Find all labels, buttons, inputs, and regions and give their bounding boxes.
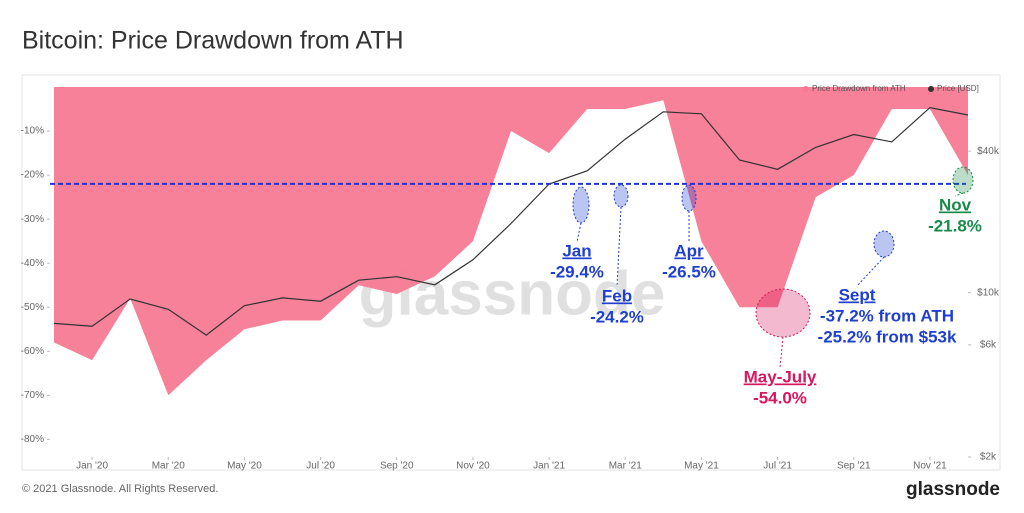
- annotation-label: May-July: [744, 367, 817, 386]
- y-tick-label: -20%: [21, 170, 44, 181]
- annotation-marker: [952, 166, 974, 194]
- annotation-value: -37.2% from ATH: [820, 306, 954, 325]
- y2-tick-label: $2k: [980, 452, 997, 463]
- y2-tick-label: $40k: [977, 146, 1000, 157]
- annotation-connector: [616, 206, 622, 288]
- legend-swatch: [803, 86, 809, 92]
- annotation-value: -29.4%: [550, 262, 604, 281]
- annotation-label: Sept: [839, 285, 876, 304]
- y2-tick-label: $6k: [980, 339, 997, 350]
- annotation-value: -26.5%: [662, 262, 716, 281]
- drawdown-area: [54, 87, 968, 396]
- y-tick-label: -30%: [21, 214, 44, 225]
- annotation-label: Jan: [562, 241, 591, 260]
- x-tick-label: Jan '20: [76, 461, 108, 472]
- x-tick-label: Nov '21: [913, 461, 947, 472]
- annotation-marker: [755, 288, 811, 338]
- annotation-connector: [576, 222, 582, 243]
- annotation-value: -24.2%: [590, 307, 644, 326]
- x-tick-label: Jul '20: [306, 461, 335, 472]
- y-tick-label: -50%: [21, 302, 44, 313]
- y-tick-label: -80%: [21, 434, 44, 445]
- annotation-value: -54.0%: [753, 388, 807, 407]
- logo: glassnode: [906, 479, 1000, 500]
- annotation-label: Feb: [602, 286, 632, 305]
- x-tick-label: Nov '20: [456, 461, 490, 472]
- annotation-connector: [779, 336, 784, 369]
- x-tick-label: Jan '21: [533, 461, 565, 472]
- y-tick-label: -10%: [21, 126, 44, 137]
- x-tick-label: Mar '21: [609, 461, 642, 472]
- legend-label: Price [USD]: [937, 84, 979, 93]
- annotation-marker: [572, 186, 590, 224]
- x-tick-label: May '20: [227, 461, 262, 472]
- x-tick-label: Sep '20: [380, 461, 414, 472]
- annotation-connector: [856, 256, 885, 287]
- x-tick-label: Sep '21: [837, 461, 871, 472]
- annotation-value: -21.8%: [928, 216, 982, 235]
- y-tick-label: -70%: [21, 390, 44, 401]
- annotation-marker: [873, 230, 895, 258]
- price-line: [53, 106, 969, 336]
- annotation-label: Nov: [939, 195, 972, 214]
- annotation-marker: [613, 184, 629, 208]
- legend-label: Price Drawdown from ATH: [812, 84, 906, 93]
- annotation-value: -25.2% from $53k: [818, 327, 957, 346]
- y-tick-label: -60%: [21, 346, 44, 357]
- y-tick-label: -40%: [21, 258, 44, 269]
- y2-tick-label: $10k: [977, 287, 1000, 298]
- chart-title: Bitcoin: Price Drawdown from ATH: [22, 27, 404, 55]
- annotation-marker: [681, 184, 697, 212]
- copyright: © 2021 Glassnode. All Rights Reserved.: [22, 483, 218, 495]
- x-tick-label: Jul '21: [763, 461, 792, 472]
- annotation-label: Apr: [674, 241, 704, 260]
- x-tick-label: May '21: [684, 461, 719, 472]
- x-tick-label: Mar '20: [152, 461, 185, 472]
- legend-swatch: [928, 86, 934, 92]
- annotation-connector: [954, 192, 964, 197]
